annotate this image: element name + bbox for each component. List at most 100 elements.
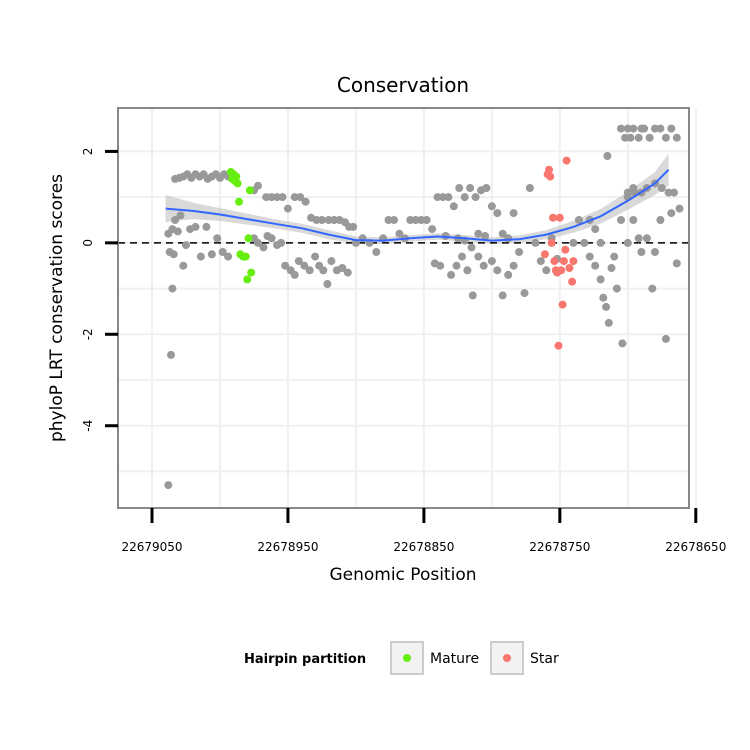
data-point-other [596,275,605,284]
y-tick-label: -2 [81,328,95,340]
data-point-mature [243,275,252,284]
x-tick-label: 22678750 [529,540,590,554]
data-point-other [520,289,529,298]
data-point-other [202,222,211,231]
data-point-other [395,229,404,238]
data-point-other [438,193,447,202]
data-point-other [623,124,632,133]
data-point-mature [241,252,250,261]
data-point-other [458,252,466,261]
data-point-other [487,257,496,266]
data-point-other [196,252,205,261]
data-point-other [661,334,670,343]
data-point-other [493,266,502,275]
data-point-other [290,193,299,202]
data-point-other [301,197,310,206]
data-point-other [254,238,262,247]
data-point-other [444,193,453,202]
data-point-other [648,284,657,293]
data-point-other [618,339,627,348]
data-point-other [296,193,305,202]
data-point-star [569,257,578,266]
data-point-other [259,243,268,252]
data-point-other [323,280,332,288]
data-point-other [509,261,518,270]
data-point-other [169,250,178,259]
x-tick-label: 22679050 [121,540,182,554]
data-point-star [565,264,574,272]
data-point-other [661,133,670,142]
data-point-other [460,193,469,202]
data-point-other [474,229,483,238]
data-point-other [591,225,600,234]
data-point-other [167,350,175,359]
data-point-other [168,284,177,293]
x-axis: 22679050 22678950 22678850 22678750 22678650 [121,508,726,554]
data-point-star [558,300,567,309]
data-point-other [504,234,513,243]
data-point-other [267,193,276,202]
data-point-other [281,261,290,270]
data-point-other [479,261,488,270]
data-point-other [672,259,681,268]
data-point-star [562,156,571,165]
data-point-other [218,248,227,256]
data-point-other [610,252,619,261]
data-point-other [637,248,646,256]
data-point-other [411,216,420,224]
data-point-other [224,252,233,261]
data-point-other [482,184,491,192]
data-point-other [283,204,292,213]
data-point-star [554,341,563,350]
data-point-mature [244,234,253,243]
data-point-other [278,193,287,202]
data-point-other [467,243,476,252]
data-point-star [547,238,556,247]
x-tick-label: 22678950 [257,540,318,554]
data-point-other [173,227,182,236]
data-point-other [164,481,173,490]
data-point-other [182,241,190,250]
data-point-other [471,193,480,202]
grid-lines [118,108,697,508]
data-point-other [645,133,654,142]
data-point-other [574,216,583,224]
data-point-star [561,245,570,254]
data-point-other [515,248,524,256]
data-point-star [545,165,553,174]
y-tick-label: 2 [81,148,95,156]
data-point-other [580,238,589,247]
data-point-other [591,261,600,270]
legend-label-mature: Mature [430,651,479,667]
data-point-other [447,270,456,279]
data-point-star [559,257,568,266]
y-axis-title: phyloP LRT conservation scores [47,174,67,442]
data-point-mature [247,268,256,277]
data-point-other [254,181,262,190]
data-point-other [604,318,613,327]
data-point-star [550,257,559,266]
data-point-other [672,133,681,142]
data-point-other [531,238,540,247]
data-point-other [498,229,507,238]
data-point-other [436,261,445,270]
data-point-other [179,261,188,270]
data-point-other [599,293,608,302]
data-point-star [557,266,566,275]
data-point-other [474,252,483,261]
data-point-other [317,216,326,224]
data-point-other [602,302,611,311]
data-point-other [468,291,477,300]
data-point-other [455,184,464,192]
data-point-other [493,209,502,218]
data-point-other [463,266,472,275]
legend-title: Hairpin partition [244,652,366,667]
data-point-mature [230,177,239,186]
smooth-line-layer [165,168,670,242]
points-layer [164,124,684,490]
legend-swatch-mature [403,654,411,662]
data-point-other [536,257,545,266]
data-point-other [349,222,358,231]
data-point-other [542,266,551,275]
data-point-other [657,184,666,192]
